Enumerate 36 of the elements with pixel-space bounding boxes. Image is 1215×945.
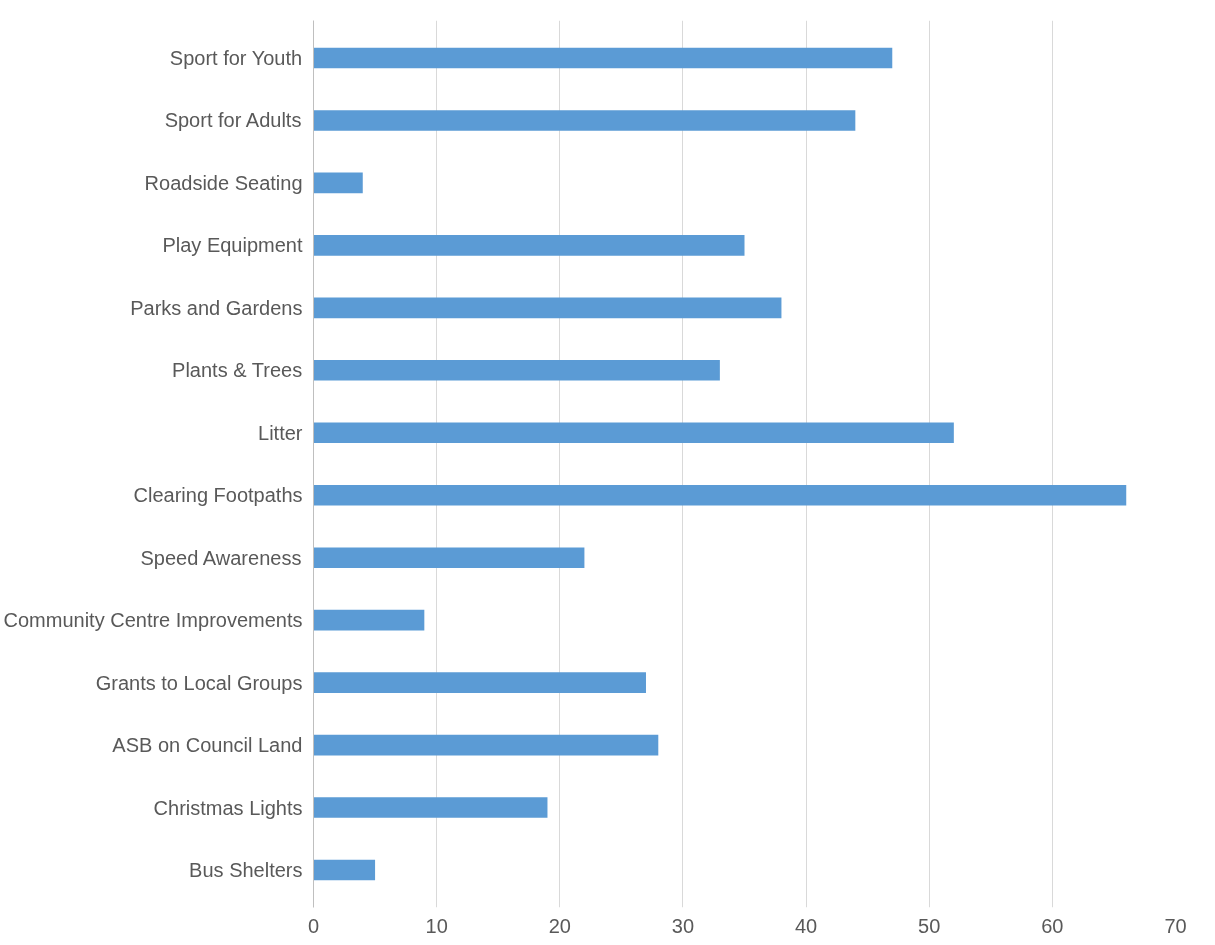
y-tick-label: Community Centre Improvements	[3, 609, 303, 632]
x-tick-label: 60	[1041, 914, 1064, 937]
bar	[313, 734, 659, 756]
bar	[313, 422, 954, 444]
bar	[313, 110, 856, 131]
y-tick-label: Clearing Footpaths	[133, 484, 303, 507]
x-tick-label: 10	[425, 914, 448, 937]
y-tick-label: Speed Awareness	[140, 546, 302, 569]
bar	[313, 547, 585, 568]
x-tick-label: 70	[1164, 914, 1187, 937]
bar	[313, 859, 376, 881]
bar	[313, 484, 1127, 506]
bar	[313, 235, 745, 256]
y-tick-label: Bus Shelters	[189, 859, 303, 882]
bar	[313, 360, 720, 381]
y-tick-label: Plants & Trees	[172, 359, 303, 382]
y-tick-label: Sport for Adults	[164, 109, 302, 132]
bar	[313, 672, 646, 693]
x-tick-label: 30	[671, 914, 695, 937]
y-tick-label: Grants to Local Groups	[95, 671, 303, 694]
x-tick-label: 40	[794, 914, 818, 937]
x-tick-label: 0	[307, 914, 320, 937]
bar	[313, 609, 425, 631]
bar	[313, 797, 548, 818]
bar	[313, 297, 782, 319]
y-tick-label: Play Equipment	[162, 234, 303, 257]
y-tick-label: Litter	[258, 421, 303, 444]
y-tick-label: Christmas Lights	[153, 796, 303, 819]
x-tick-label: 50	[918, 914, 941, 937]
y-tick-label: Roadside Seating	[144, 171, 303, 194]
x-tick-label: 20	[548, 914, 571, 937]
y-tick-label: ASB on Council Land	[112, 734, 303, 757]
bar	[313, 47, 893, 69]
y-tick-label: Parks and Gardens	[130, 296, 303, 319]
bar	[313, 172, 363, 194]
y-tick-label: Sport for Youth	[169, 46, 303, 69]
